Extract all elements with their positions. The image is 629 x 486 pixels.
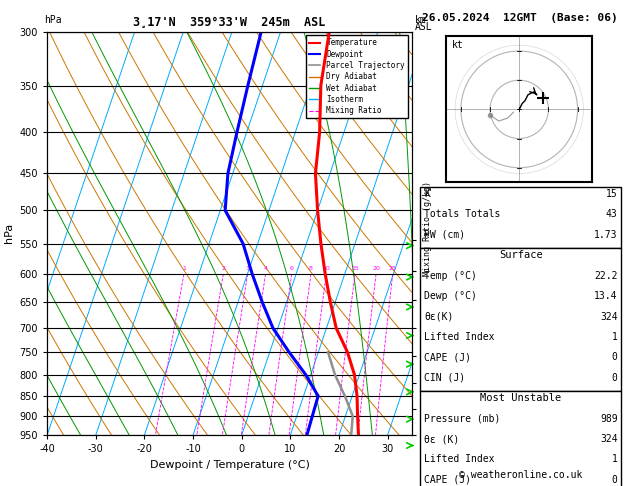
Text: 22.2: 22.2 bbox=[594, 271, 618, 281]
Text: 0: 0 bbox=[612, 352, 618, 363]
Text: Most Unstable: Most Unstable bbox=[480, 393, 562, 403]
Y-axis label: hPa: hPa bbox=[4, 223, 14, 243]
Text: 324: 324 bbox=[600, 434, 618, 444]
Text: CAPE (J): CAPE (J) bbox=[424, 352, 471, 363]
Text: 25: 25 bbox=[389, 266, 397, 271]
Text: Dewp (°C): Dewp (°C) bbox=[424, 291, 477, 301]
Text: 0: 0 bbox=[612, 475, 618, 485]
Text: θε(K): θε(K) bbox=[424, 312, 454, 322]
Text: 0: 0 bbox=[612, 373, 618, 383]
Text: 2: 2 bbox=[221, 266, 225, 271]
Text: km: km bbox=[415, 15, 427, 25]
Text: 20: 20 bbox=[372, 266, 380, 271]
Text: 43: 43 bbox=[606, 209, 618, 220]
Text: LCL: LCL bbox=[425, 396, 441, 405]
Text: Pressure (mb): Pressure (mb) bbox=[424, 414, 500, 424]
Text: PW (cm): PW (cm) bbox=[424, 230, 465, 240]
Text: Lifted Index: Lifted Index bbox=[424, 332, 494, 342]
Text: 26.05.2024  12GMT  (Base: 06): 26.05.2024 12GMT (Base: 06) bbox=[422, 13, 618, 23]
Text: 6: 6 bbox=[290, 266, 294, 271]
Text: 1.73: 1.73 bbox=[594, 230, 618, 240]
Text: Lifted Index: Lifted Index bbox=[424, 454, 494, 465]
Text: 324: 324 bbox=[600, 312, 618, 322]
Text: 10: 10 bbox=[323, 266, 330, 271]
Text: 3¸17'N  359°33'W  245m  ASL: 3¸17'N 359°33'W 245m ASL bbox=[133, 16, 326, 29]
Text: 989: 989 bbox=[600, 414, 618, 424]
Text: ASL: ASL bbox=[415, 22, 433, 32]
Text: hPa: hPa bbox=[44, 15, 62, 25]
Text: 1: 1 bbox=[182, 266, 186, 271]
Text: Temp (°C): Temp (°C) bbox=[424, 271, 477, 281]
Text: CIN (J): CIN (J) bbox=[424, 373, 465, 383]
Text: θε (K): θε (K) bbox=[424, 434, 459, 444]
Text: kt: kt bbox=[452, 40, 464, 50]
Text: 15: 15 bbox=[606, 189, 618, 199]
Text: 13.4: 13.4 bbox=[594, 291, 618, 301]
Text: 8: 8 bbox=[309, 266, 313, 271]
Text: K: K bbox=[424, 189, 430, 199]
Text: Surface: Surface bbox=[499, 250, 543, 260]
Text: Mixing Ratio (g/kg): Mixing Ratio (g/kg) bbox=[423, 181, 432, 276]
Text: CAPE (J): CAPE (J) bbox=[424, 475, 471, 485]
Text: 15: 15 bbox=[351, 266, 359, 271]
Text: 1: 1 bbox=[612, 332, 618, 342]
X-axis label: Dewpoint / Temperature (°C): Dewpoint / Temperature (°C) bbox=[150, 460, 309, 469]
Text: 1: 1 bbox=[612, 454, 618, 465]
Text: © weatheronline.co.uk: © weatheronline.co.uk bbox=[459, 470, 582, 480]
Text: 4: 4 bbox=[264, 266, 267, 271]
Text: 3: 3 bbox=[246, 266, 250, 271]
Legend: Temperature, Dewpoint, Parcel Trajectory, Dry Adiabat, Wet Adiabat, Isotherm, Mi: Temperature, Dewpoint, Parcel Trajectory… bbox=[306, 35, 408, 118]
Text: Totals Totals: Totals Totals bbox=[424, 209, 500, 220]
